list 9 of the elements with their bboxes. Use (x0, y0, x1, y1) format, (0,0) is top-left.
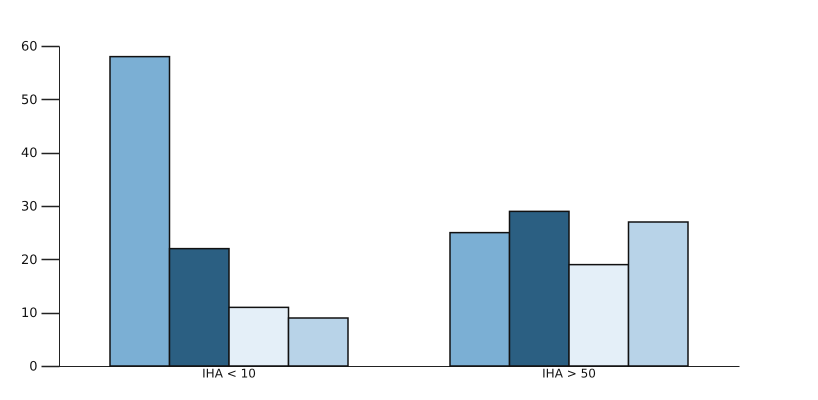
x-tick-label: IHA < 10 (202, 366, 256, 380)
y-tick-label: 20 (20, 252, 38, 268)
y-tick-label: 0 (29, 360, 38, 374)
y-tick-label: 10 (20, 306, 38, 322)
y-tick-label: 30 (20, 200, 38, 214)
y-tick-label: 40 (20, 146, 38, 162)
x-tick-label: IHA > 50 (542, 366, 596, 380)
y-tick-label: 50 (20, 92, 38, 108)
y-tick-label: 60 (20, 40, 38, 54)
